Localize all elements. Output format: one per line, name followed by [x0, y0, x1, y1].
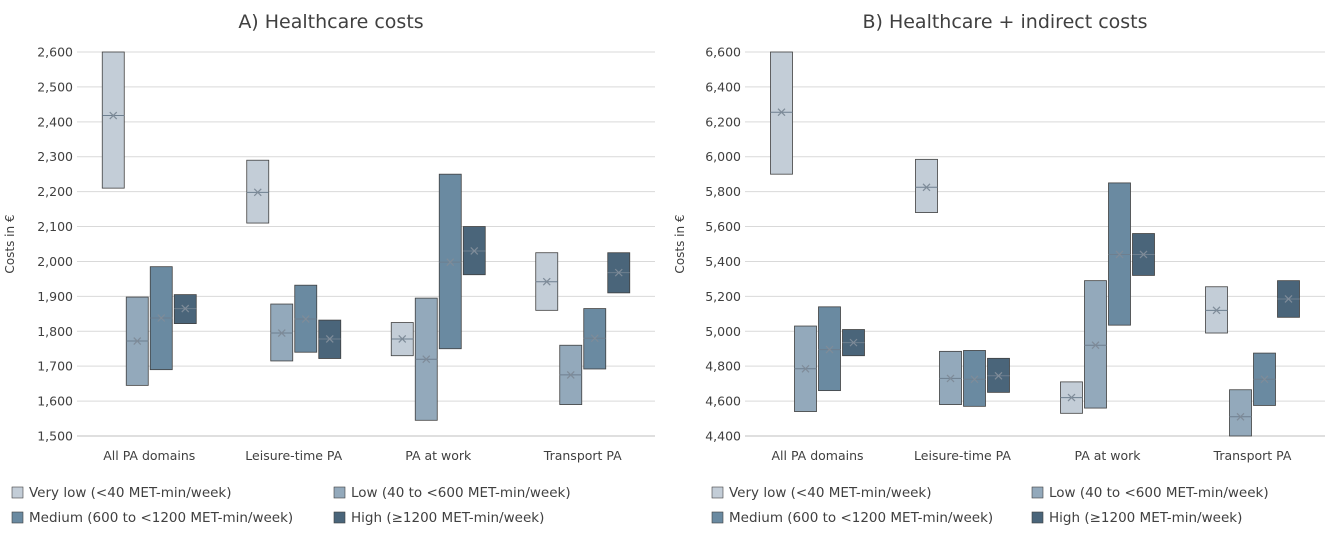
- x-tick-label: PA at work: [1074, 448, 1141, 463]
- panel-b-healthcare-indirect-costs: B) Healthcare + indirect costs Costs in €…: [673, 11, 1325, 463]
- y-tick-label: 5,400: [705, 254, 741, 269]
- legend-panel-a: Very low (<40 MET-min/week) Low (40 to <6…: [11, 485, 571, 526]
- legend-swatch: [711, 511, 724, 524]
- legend-label: Very low (<40 MET-min/week): [29, 485, 232, 501]
- box-mark: [818, 306, 841, 392]
- y-tick-label: 5,800: [705, 184, 741, 199]
- mean-marker: [1139, 250, 1148, 259]
- y-tick-label: 4,400: [705, 429, 741, 444]
- mean-marker: [994, 371, 1003, 380]
- y-tick-label: 2,400: [37, 114, 73, 129]
- y-tick-label: 6,200: [705, 114, 741, 129]
- mean-marker: [542, 277, 551, 286]
- y-tick-label: 4,800: [705, 359, 741, 374]
- mean-marker: [398, 335, 407, 343]
- legend-label: Medium (600 to <1200 MET-min/week): [729, 510, 993, 526]
- legend-swatch: [1031, 486, 1044, 499]
- mean-marker: [181, 304, 190, 313]
- mean-marker: [277, 329, 286, 337]
- mean-marker: [157, 314, 166, 322]
- mean-marker: [1067, 393, 1076, 402]
- y-tick-label: 6,000: [705, 149, 741, 164]
- y-tick-label: 2,600: [37, 45, 73, 60]
- mean-marker: [1284, 295, 1293, 303]
- legend-swatch: [11, 486, 24, 499]
- mean-marker: [109, 111, 118, 120]
- y-tick-label: 1,900: [37, 289, 73, 304]
- mean-marker: [301, 315, 310, 323]
- x-tick-label: Leisure-time PA: [914, 448, 1011, 463]
- mean-marker: [946, 374, 955, 383]
- x-tick-label: Leisure-time PA: [245, 448, 342, 463]
- mean-marker: [970, 375, 979, 384]
- legend-label: High (≥1200 MET-min/week): [351, 510, 544, 526]
- legend-label: Low (40 to <600 MET-min/week): [351, 485, 571, 501]
- x-tick-label: Transport PA: [1213, 448, 1292, 463]
- mean-marker: [922, 183, 931, 192]
- legend-label: Medium (600 to <1200 MET-min/week): [29, 510, 293, 526]
- y-axis-label: Costs in €: [3, 214, 17, 273]
- mean-marker: [849, 338, 858, 347]
- y-tick-label: 1,700: [37, 359, 73, 374]
- y-tick-label: 2,200: [37, 184, 73, 199]
- y-tick-label: 2,300: [37, 149, 73, 164]
- box-mark: [770, 51, 793, 175]
- mean-marker: [1115, 250, 1124, 259]
- mean-marker: [1236, 412, 1245, 421]
- mean-marker: [590, 334, 599, 343]
- x-tick-label: PA at work: [405, 448, 472, 463]
- y-tick-label: 5,200: [705, 289, 741, 304]
- mean-marker: [614, 268, 623, 277]
- legend-swatch: [333, 511, 346, 524]
- mean-marker: [801, 364, 810, 373]
- mean-marker: [253, 188, 262, 197]
- mean-marker: [325, 335, 334, 343]
- chart-title: A) Healthcare costs: [238, 11, 423, 33]
- y-tick-label: 5,000: [705, 324, 741, 339]
- y-tick-label: 1,500: [37, 429, 73, 444]
- mean-marker: [777, 108, 786, 117]
- mean-marker: [1212, 306, 1221, 315]
- legend-swatch: [1031, 511, 1044, 524]
- mean-marker: [133, 337, 142, 345]
- mean-marker: [422, 355, 431, 364]
- box-mark: [1084, 280, 1107, 409]
- y-tick-label: 1,600: [37, 394, 73, 409]
- x-tick-label: Transport PA: [543, 448, 622, 463]
- mean-marker: [470, 247, 479, 255]
- y-tick-label: 2,100: [37, 219, 73, 234]
- legend-swatch: [11, 511, 24, 524]
- legend-swatch: [711, 486, 724, 499]
- mean-marker: [1091, 341, 1100, 350]
- x-tick-label: All PA domains: [103, 448, 195, 463]
- y-tick-label: 2,000: [37, 254, 73, 269]
- y-tick-label: 2,500: [37, 79, 73, 94]
- chart-title: B) Healthcare + indirect costs: [862, 11, 1147, 33]
- legend-label: Low (40 to <600 MET-min/week): [1049, 485, 1269, 501]
- mean-marker: [1260, 375, 1269, 384]
- y-tick-label: 1,800: [37, 324, 73, 339]
- mean-marker: [446, 258, 455, 267]
- box-mark: [101, 51, 125, 189]
- mean-marker: [566, 370, 575, 379]
- legend-swatch: [333, 486, 346, 499]
- y-axis-label: Costs in €: [673, 214, 687, 273]
- legend-label: High (≥1200 MET-min/week): [1049, 510, 1242, 526]
- x-tick-label: All PA domains: [771, 448, 863, 463]
- y-tick-label: 5,600: [705, 219, 741, 234]
- legend-panel-b: Very low (<40 MET-min/week) Low (40 to <6…: [711, 485, 1269, 526]
- box-mark: [915, 158, 938, 213]
- legend-label: Very low (<40 MET-min/week): [729, 485, 932, 501]
- y-tick-label: 4,600: [705, 394, 741, 409]
- y-tick-label: 6,600: [705, 45, 741, 60]
- panel-a-healthcare-costs: A) Healthcare costs Costs in € 1,500 1,600 1…: [3, 11, 655, 463]
- box-mark: [1229, 389, 1252, 437]
- box-mark: [963, 350, 986, 407]
- y-tick-label: 6,400: [705, 79, 741, 94]
- mean-marker: [825, 345, 834, 354]
